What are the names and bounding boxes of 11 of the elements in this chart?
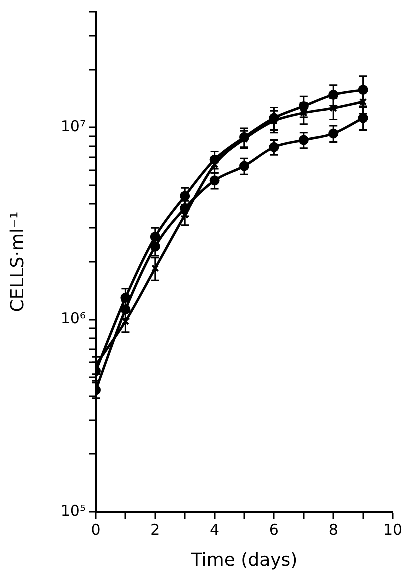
x-tick-label: 0 — [91, 520, 101, 539]
y-tick-label: 10⁷ — [60, 118, 86, 136]
y-tick-label: 10⁶ — [60, 310, 86, 328]
x-tick-label: 4 — [210, 520, 220, 539]
x-tick-label: 8 — [328, 520, 338, 539]
x-axis-title: Time (days) — [190, 550, 298, 571]
x-tick-label: 2 — [150, 520, 160, 539]
y-tick-label: 10⁵ — [60, 502, 86, 520]
x-tick-label: 10 — [383, 520, 403, 539]
y-axis-title: CELLS·ml⁻¹ — [7, 212, 28, 312]
x-tick-label: 6 — [269, 520, 279, 539]
